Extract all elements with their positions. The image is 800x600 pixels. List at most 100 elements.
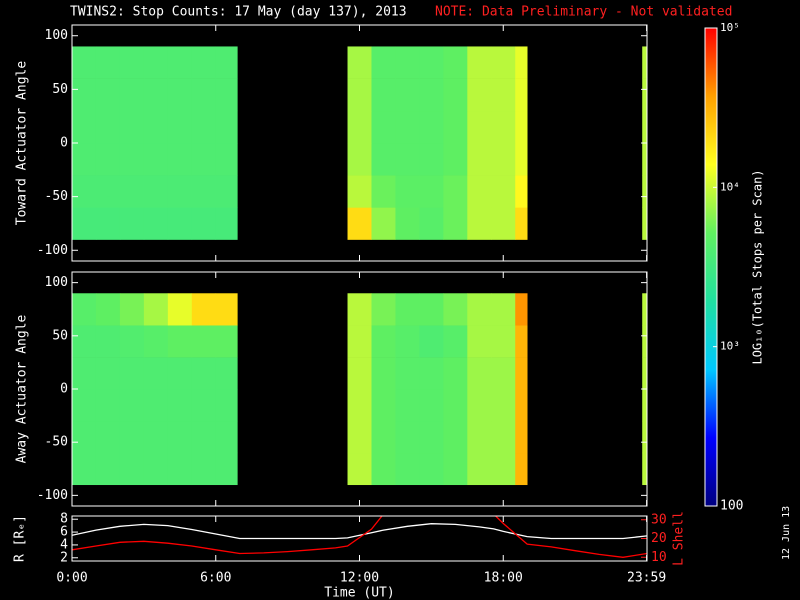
heat-cell bbox=[95, 325, 121, 358]
y-axis-label: Away Actuator Angle bbox=[15, 314, 30, 463]
heat-cell bbox=[419, 325, 444, 358]
heat-cell bbox=[467, 207, 492, 240]
heat-cell bbox=[215, 110, 238, 144]
heat-cell bbox=[72, 110, 97, 144]
heat-cell bbox=[515, 207, 528, 240]
heat-cell bbox=[143, 46, 169, 79]
heat-cell bbox=[119, 143, 145, 176]
x-tick-label: 6:00 bbox=[200, 571, 231, 586]
heat-cell bbox=[642, 420, 647, 454]
heat-cell bbox=[515, 357, 528, 390]
heat-cell bbox=[95, 143, 121, 176]
heat-cell bbox=[491, 420, 516, 454]
heat-cell bbox=[347, 110, 372, 144]
heat-cell bbox=[95, 78, 121, 112]
heat-cell bbox=[72, 175, 97, 208]
plot-area bbox=[72, 46, 647, 240]
heat-cell bbox=[119, 46, 145, 79]
heat-cell bbox=[119, 357, 145, 390]
heat-cell bbox=[395, 293, 420, 326]
heat-cell bbox=[347, 357, 372, 390]
heat-cell bbox=[191, 207, 217, 240]
colorbar-tick-label: 10⁵ bbox=[720, 21, 740, 34]
heat-cell bbox=[143, 78, 169, 112]
series-line bbox=[72, 523, 647, 540]
heat-cell bbox=[143, 143, 169, 176]
y2-tick-label: 10 bbox=[651, 550, 667, 565]
heat-cell bbox=[642, 357, 647, 390]
heat-cell bbox=[642, 78, 647, 112]
heat-cell bbox=[371, 420, 396, 454]
heat-cell bbox=[419, 357, 444, 390]
y-tick-label: 6 bbox=[60, 525, 68, 540]
heat-cell bbox=[95, 46, 121, 79]
heat-cell bbox=[95, 452, 121, 486]
y-tick-label: 0 bbox=[60, 382, 68, 397]
y2-tick-label: 20 bbox=[651, 531, 667, 546]
heat-cell bbox=[167, 420, 193, 454]
heat-cell bbox=[119, 110, 145, 144]
heat-cell bbox=[443, 110, 468, 144]
y-tick-label: -50 bbox=[45, 435, 68, 450]
heat-cell bbox=[467, 46, 492, 79]
heat-cell bbox=[167, 357, 193, 390]
y-axis-label: R [Rₑ] bbox=[13, 515, 28, 562]
heat-cell bbox=[143, 389, 169, 422]
heat-cell bbox=[515, 46, 528, 79]
heat-cell bbox=[491, 207, 516, 240]
heat-cell bbox=[491, 143, 516, 176]
heat-cell bbox=[371, 389, 396, 422]
heat-cell bbox=[371, 175, 396, 208]
colorbar bbox=[705, 28, 717, 506]
heat-cell bbox=[443, 78, 468, 112]
colorbar-label: LOG₁₀(Total Stops per Scan) bbox=[751, 169, 765, 364]
heat-cell bbox=[72, 420, 97, 454]
heat-cell bbox=[419, 110, 444, 144]
heat-cell bbox=[347, 420, 372, 454]
heat-cell bbox=[491, 46, 516, 79]
heat-cell bbox=[72, 78, 97, 112]
heat-cell bbox=[642, 143, 647, 176]
heat-cell bbox=[215, 452, 238, 486]
heat-cell bbox=[215, 293, 238, 326]
heat-cell bbox=[467, 78, 492, 112]
heat-cell bbox=[515, 325, 528, 358]
heat-cell bbox=[467, 110, 492, 144]
heat-cell bbox=[143, 110, 169, 144]
heat-cell bbox=[515, 293, 528, 326]
heat-cell bbox=[491, 110, 516, 144]
heat-cell bbox=[191, 46, 217, 79]
heat-cell bbox=[167, 78, 193, 112]
y-tick-label: 50 bbox=[52, 82, 68, 97]
heat-cell bbox=[395, 110, 420, 144]
heat-cell bbox=[443, 143, 468, 176]
heat-cell bbox=[215, 207, 238, 240]
heat-cell bbox=[642, 175, 647, 208]
heat-cell bbox=[119, 452, 145, 486]
heat-cell bbox=[395, 325, 420, 358]
heat-cell bbox=[215, 46, 238, 79]
heat-cell bbox=[215, 325, 238, 358]
heat-cell bbox=[191, 143, 217, 176]
heat-cell bbox=[167, 207, 193, 240]
heat-cell bbox=[419, 293, 444, 326]
heat-cell bbox=[443, 357, 468, 390]
heat-cell bbox=[642, 207, 647, 240]
heat-cell bbox=[515, 175, 528, 208]
y-tick-label: -50 bbox=[45, 189, 68, 204]
heat-cell bbox=[191, 357, 217, 390]
heat-cell bbox=[95, 389, 121, 422]
heat-cell bbox=[491, 78, 516, 112]
chart-title: TWINS2: Stop Counts: 17 May (day 137), 2… bbox=[70, 5, 407, 20]
heat-cell bbox=[443, 175, 468, 208]
heat-cell bbox=[371, 357, 396, 390]
heat-cell bbox=[491, 175, 516, 208]
heat-cell bbox=[491, 357, 516, 390]
heat-cell bbox=[167, 293, 193, 326]
colorbar-tick-label: 10³ bbox=[720, 340, 740, 353]
heat-cell bbox=[347, 293, 372, 326]
note: NOTE: Data Preliminary - Not validated bbox=[435, 5, 732, 20]
heat-cell bbox=[467, 325, 492, 358]
heat-cell bbox=[395, 46, 420, 79]
heat-cell bbox=[95, 110, 121, 144]
